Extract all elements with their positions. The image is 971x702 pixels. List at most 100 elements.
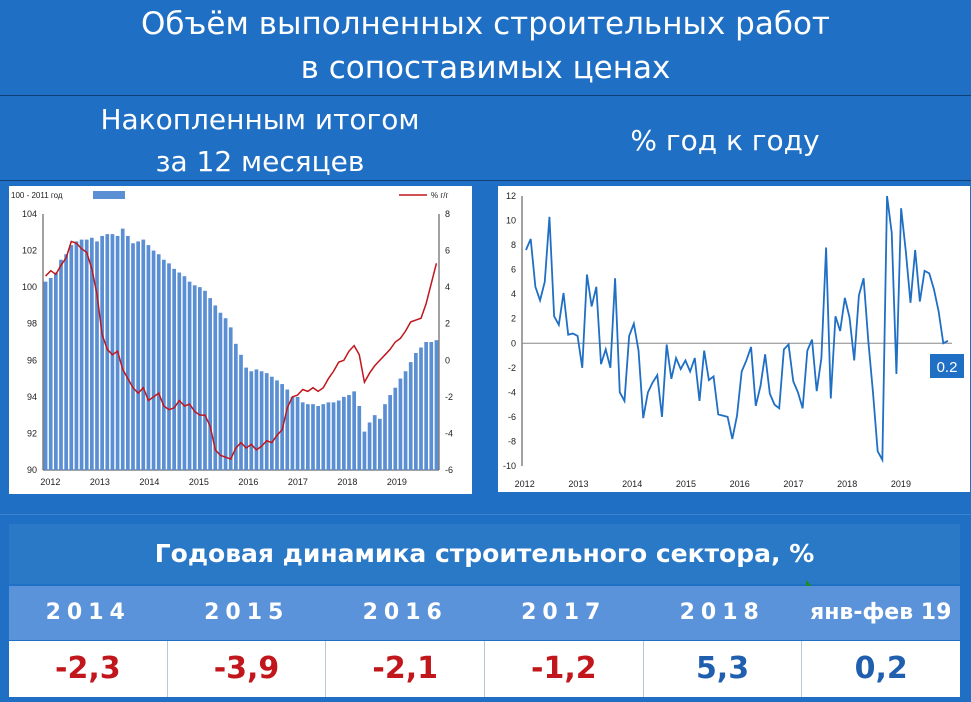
x-tick-label: 2016 [238, 477, 258, 487]
bar [69, 245, 74, 470]
chart-left-panel: 90 92 94 96 98 100 102 104 -6 -4 -2 0 2 4 6 8 2012 2013 20… [9, 186, 472, 494]
x-tick-label: 2019 [387, 477, 407, 487]
legend-bar-label: 100 - 2011 год [11, 191, 63, 200]
bar [290, 396, 295, 470]
x-tick-label: 2018 [337, 477, 357, 487]
page-title: Объём выполненных строительных работ в с… [0, 0, 971, 94]
title-line-1: Объём выполненных строительных работ [141, 6, 830, 42]
divider [0, 514, 971, 515]
last-value-label: 0.2 [937, 359, 958, 376]
bar [434, 340, 439, 470]
bar [167, 263, 171, 470]
bar [306, 404, 310, 470]
bar [414, 352, 418, 470]
y-left-tick-label: 92 [27, 428, 37, 438]
bar [218, 312, 223, 470]
legend-line-label: % г/г [431, 191, 448, 200]
bar [393, 387, 398, 470]
bar [187, 281, 192, 470]
bar [131, 243, 135, 470]
table-header-row: 2014 2015 2016 2017 2018 янв-фев 19 [9, 586, 960, 640]
bar [172, 268, 176, 470]
x-tick-label: 2014 [622, 479, 642, 489]
y-left-tick-label: 100 [22, 282, 37, 292]
bar [311, 404, 315, 470]
last-value-badge [930, 354, 964, 378]
y-right-tick-label: 6 [445, 246, 450, 256]
bar [223, 318, 228, 470]
divider [0, 180, 971, 181]
bar [378, 418, 382, 470]
yoy-red-line [45, 240, 438, 460]
bar [79, 239, 84, 470]
table-value-cell: 0,2 [854, 651, 908, 686]
x-tick-label: 2019 [891, 479, 911, 489]
bar [408, 362, 413, 470]
bar [136, 241, 140, 470]
subtitle-right: % год к году [630, 124, 820, 157]
bar [84, 239, 89, 470]
bar [357, 406, 362, 470]
bar [244, 367, 248, 470]
bar [429, 342, 434, 470]
bar [48, 278, 53, 470]
bar [120, 228, 125, 470]
bar [321, 404, 326, 470]
x-tick-label: 2012 [40, 477, 60, 487]
yoy-chart: -10 -8 -6 -4 -2 0 2 4 6 8 10 12 2012 2013 2014 2015 2016… [503, 191, 964, 489]
y-right-tick-label: 4 [445, 282, 450, 292]
y-tick-label: 10 [506, 216, 516, 226]
bar [264, 373, 269, 470]
subtitle-left-line-2: за 12 месяцев [155, 145, 365, 178]
y-tick-label: -10 [503, 461, 516, 471]
subtitle-left-line-1: Накопленным итогом [100, 103, 420, 136]
bar [110, 234, 115, 470]
bar [141, 239, 146, 470]
x-tick-label: 2013 [568, 479, 588, 489]
bar [151, 250, 156, 470]
bar [367, 422, 372, 470]
bar [146, 245, 151, 470]
bar [419, 347, 423, 470]
bar [54, 272, 58, 470]
bar [254, 369, 259, 470]
x-tick-label: 2016 [730, 479, 750, 489]
table-header-cell: 2017 [521, 600, 607, 625]
bar [95, 241, 99, 470]
y-left-tick-label: 90 [27, 465, 37, 475]
x-tick-label: 2014 [139, 477, 159, 487]
bar [192, 285, 197, 470]
bar [326, 402, 331, 470]
y-left-tick-label: 104 [22, 209, 37, 219]
bar [336, 400, 341, 470]
table-title: Годовая динамика строительного сектора, … [9, 524, 960, 584]
bar [105, 234, 110, 470]
cell-marker [806, 580, 814, 588]
bar [295, 396, 300, 470]
bar [213, 305, 218, 470]
bar [208, 298, 212, 470]
bar [352, 391, 356, 470]
bar [398, 378, 403, 470]
x-tick-label: 2017 [783, 479, 803, 489]
bar [126, 235, 130, 470]
x-tick-label: 2013 [90, 477, 110, 487]
bar [362, 431, 367, 470]
bar [285, 389, 290, 470]
bar [162, 259, 166, 470]
table-value-cell: -2,3 [9, 641, 168, 697]
bar [198, 287, 202, 470]
table-value-cell: -1,2 [485, 641, 644, 697]
bar [424, 342, 428, 470]
legend-bar-swatch [93, 191, 125, 199]
bar [156, 254, 161, 470]
y-left-tick-label: 94 [27, 392, 37, 402]
y-tick-label: 12 [506, 191, 516, 201]
bar [177, 272, 182, 470]
y-tick-label: -2 [508, 363, 516, 373]
y-left-tick-label: 96 [27, 355, 37, 365]
bar [342, 396, 346, 470]
y-left-tick-label: 102 [22, 246, 37, 256]
y-tick-label: -8 [508, 436, 516, 446]
bar [228, 327, 233, 470]
